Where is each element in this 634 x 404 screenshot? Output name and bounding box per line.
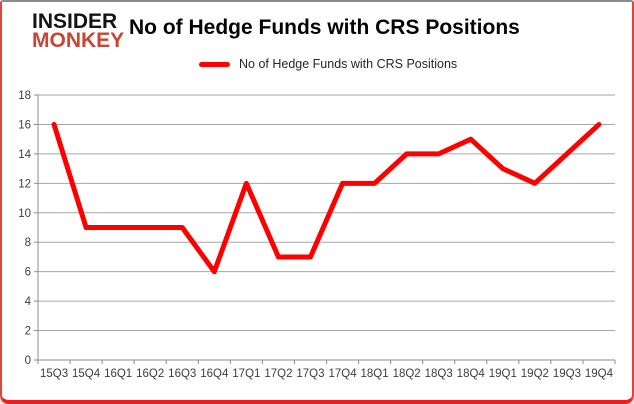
x-axis-label: 17Q3 bbox=[296, 368, 324, 380]
x-axis-label: 17Q2 bbox=[264, 368, 292, 380]
x-axis-label: 15Q3 bbox=[40, 368, 68, 380]
y-axis-label: 12 bbox=[18, 178, 31, 190]
x-axis-label: 18Q4 bbox=[457, 368, 486, 380]
legend: No of Hedge Funds with CRS Positions bbox=[199, 57, 457, 71]
x-axis-label: 19Q1 bbox=[489, 368, 517, 380]
y-axis-label: 0 bbox=[25, 355, 31, 367]
y-axis-label: 2 bbox=[25, 326, 31, 338]
x-axis-label: 18Q1 bbox=[361, 368, 389, 380]
y-axis-label: 8 bbox=[25, 237, 31, 249]
legend-line-swatch bbox=[199, 61, 230, 67]
x-axis-label: 17Q1 bbox=[232, 368, 260, 380]
insider-monkey-logo: INSIDER MONKEY bbox=[32, 11, 124, 51]
x-axis-label: 18Q2 bbox=[393, 368, 421, 380]
x-axis-label: 18Q3 bbox=[425, 368, 453, 380]
chart-title: No of Hedge Funds with CRS Positions bbox=[129, 16, 520, 39]
x-axis-label: 16Q3 bbox=[168, 368, 196, 380]
x-axis-label: 15Q4 bbox=[72, 368, 101, 380]
legend-label: No of Hedge Funds with CRS Positions bbox=[239, 57, 458, 71]
x-axis-label: 16Q1 bbox=[104, 368, 132, 380]
x-axis-label: 19Q3 bbox=[553, 368, 581, 380]
x-axis-label: 19Q4 bbox=[585, 368, 614, 380]
y-axis-label: 16 bbox=[18, 119, 31, 131]
data-series-line bbox=[51, 121, 602, 275]
x-axis-label: 16Q4 bbox=[200, 368, 229, 380]
logo-text-monkey: MONKEY bbox=[32, 29, 125, 52]
x-axis-label: 16Q2 bbox=[136, 368, 164, 380]
y-axis-label: 10 bbox=[18, 208, 31, 220]
y-axis-label: 6 bbox=[25, 267, 31, 279]
x-axis-label: 19Q2 bbox=[521, 368, 549, 380]
x-axis-label: 17Q4 bbox=[328, 368, 357, 380]
y-axis-label: 14 bbox=[18, 149, 31, 161]
y-axis-label: 4 bbox=[25, 296, 32, 308]
logo-text-insider: INSIDER bbox=[32, 10, 118, 33]
y-axis-label: 18 bbox=[18, 90, 31, 102]
